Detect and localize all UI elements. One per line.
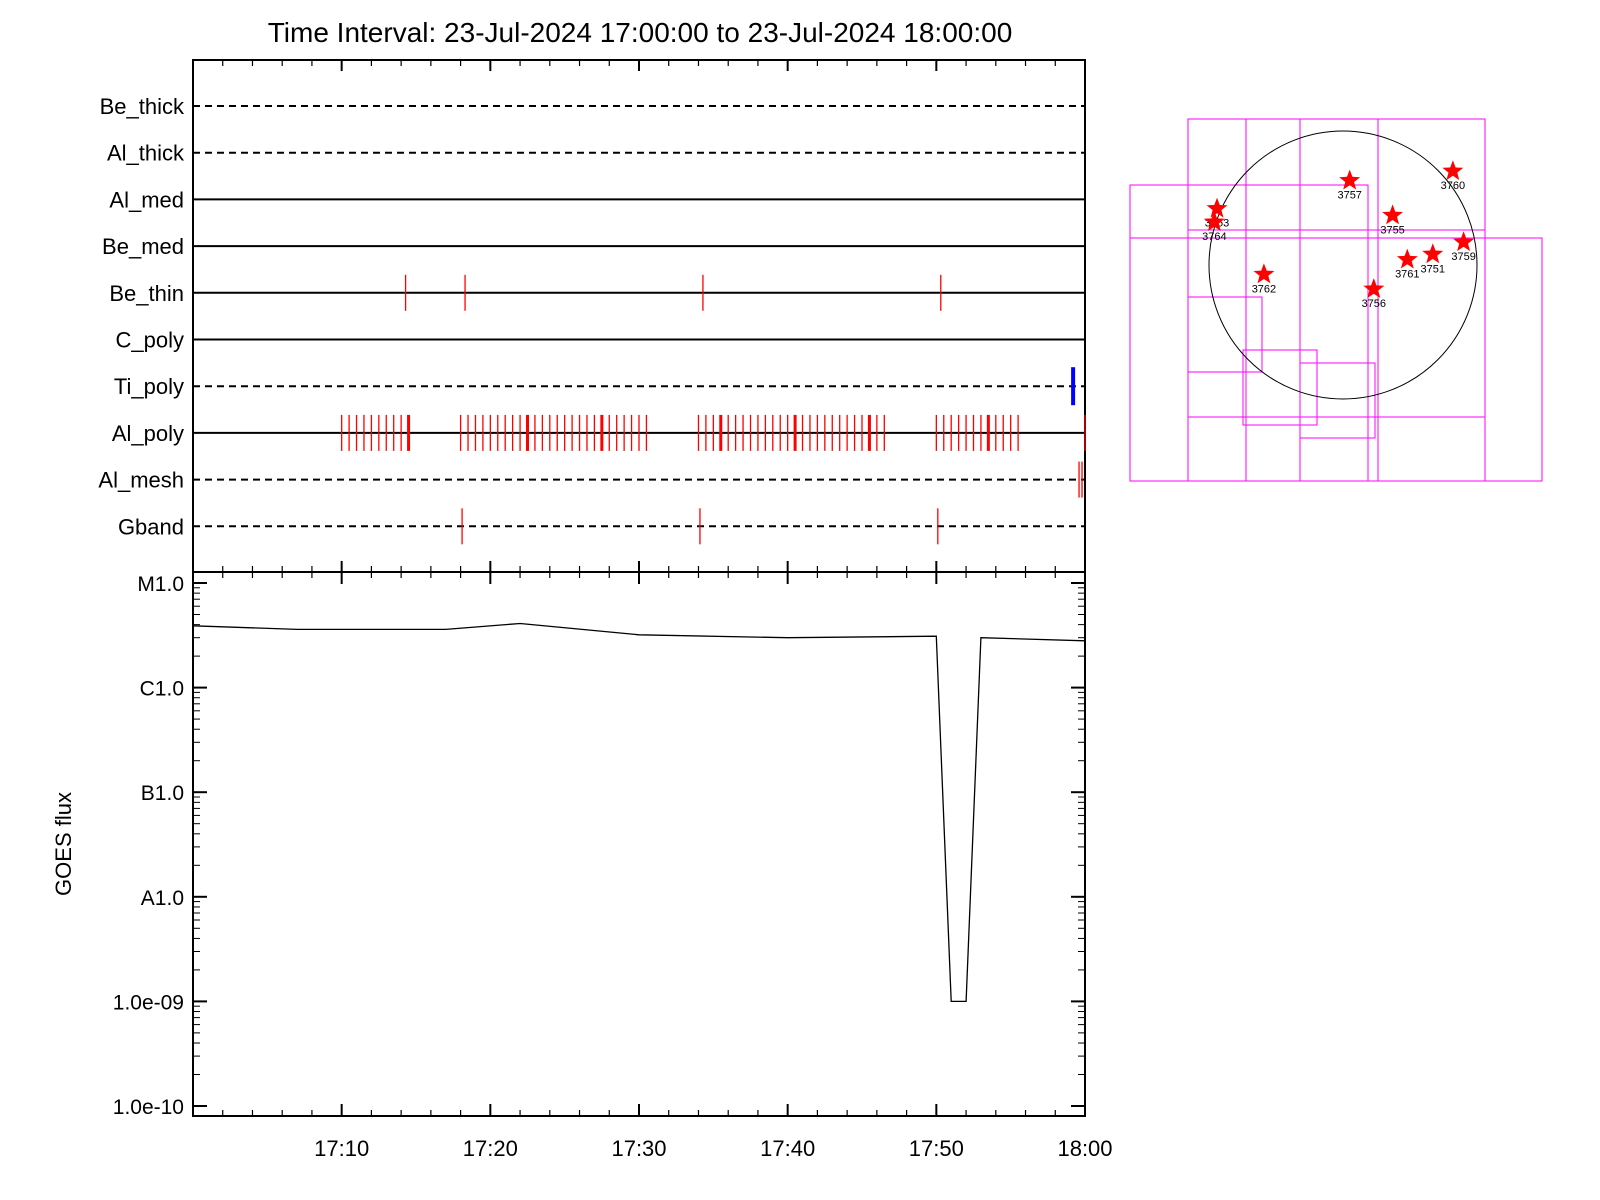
active-region-star	[1363, 278, 1385, 298]
active-region-star	[1253, 263, 1275, 284]
active-region-star	[1203, 211, 1225, 231]
y-tick-label: A1.0	[141, 887, 184, 910]
channel-panel-ticks	[192, 60, 1086, 572]
goes-panel: M1.0 C1.0 B1.0 A1.0 1.0e-09 1.0e-10 17:10 17:2…	[51, 571, 1113, 1161]
channel-label: Al_thick	[107, 141, 185, 166]
x-tick-label: 17:30	[611, 1136, 666, 1161]
solar-disk-map: 3757376037633764375537593751376137623756	[1129, 118, 1543, 482]
goes-y-axis: M1.0 C1.0 B1.0 A1.0 1.0e-09 1.0e-10	[113, 573, 1085, 1119]
active-region-star	[1442, 160, 1464, 181]
y-tick-label: B1.0	[141, 782, 184, 805]
channel-label: Al_poly	[112, 421, 184, 446]
fov-box	[1129, 184, 1369, 482]
active-region-star	[1422, 243, 1444, 264]
x-tick-label: 17:40	[760, 1136, 815, 1161]
fov-box	[1299, 118, 1486, 482]
fov-box	[1187, 296, 1263, 373]
channel-timeline-panel: Be_thick Al_thick Al_med Be_med Be_thin C_pol…	[98, 59, 1086, 573]
fov-box	[1242, 349, 1318, 426]
y-tick-label: 1.0e-09	[113, 991, 184, 1014]
active-region-star	[1382, 204, 1403, 225]
goes-y-axis-label: GOES flux	[51, 792, 76, 896]
active-region-label: 3756	[1362, 298, 1386, 310]
goes-panel-frame	[192, 571, 1086, 1117]
chart-title: Time Interval: 23-Jul-2024 17:00:00 to 2…	[268, 17, 1013, 48]
y-tick-label: C1.0	[140, 678, 184, 701]
y-tick-label: M1.0	[137, 573, 184, 596]
fov-box	[1245, 118, 1379, 482]
fov-box	[1187, 229, 1486, 418]
active-region-label: 3751	[1421, 263, 1445, 275]
active-region-label: 3757	[1337, 190, 1361, 202]
active-region-label: 3759	[1451, 251, 1475, 263]
channel-label: Be_med	[102, 234, 184, 259]
fov-boxes	[1129, 118, 1543, 482]
channel-label: C_poly	[116, 328, 184, 353]
channel-label: Gband	[118, 514, 184, 539]
x-tick-label: 17:10	[314, 1136, 369, 1161]
y-tick-label: 1.0e-10	[113, 1096, 184, 1119]
channel-label: Be_thick	[100, 94, 185, 119]
active-region-star	[1396, 248, 1418, 269]
active-region-markers: 3757376037633764375537593751376137623756	[1202, 160, 1476, 310]
fov-box	[1299, 362, 1376, 439]
solar-limb	[1208, 130, 1478, 400]
channel-rows: Be_thick Al_thick Al_med Be_med Be_thin C_pol…	[98, 94, 1086, 545]
channel-label: Al_med	[109, 187, 184, 212]
x-tick-label: 17:20	[463, 1136, 518, 1161]
fov-box	[1129, 237, 1543, 482]
channel-label: Al_mesh	[98, 468, 184, 493]
channel-label: Be_thin	[109, 281, 184, 306]
x-tick-label: 18:00	[1057, 1136, 1112, 1161]
active-region-label: 3762	[1252, 283, 1276, 295]
active-region-star	[1206, 197, 1228, 218]
active-region-label: 3755	[1380, 224, 1404, 236]
active-region-star	[1453, 231, 1475, 252]
channel-label: Ti_poly	[114, 374, 184, 399]
goes-series-line	[192, 622, 1086, 1003]
active-region-star	[1339, 169, 1361, 190]
channel-panel-frame	[192, 59, 1086, 573]
goes-flux-curve	[192, 622, 1086, 1003]
x-tick-label: 17:50	[909, 1136, 964, 1161]
active-region-label: 3761	[1395, 269, 1419, 281]
active-region-label: 3764	[1202, 231, 1226, 243]
active-region-label: 3760	[1441, 180, 1465, 192]
goes-x-axis: 17:10 17:20 17:30 17:40 17:50 18:00	[192, 572, 1113, 1161]
